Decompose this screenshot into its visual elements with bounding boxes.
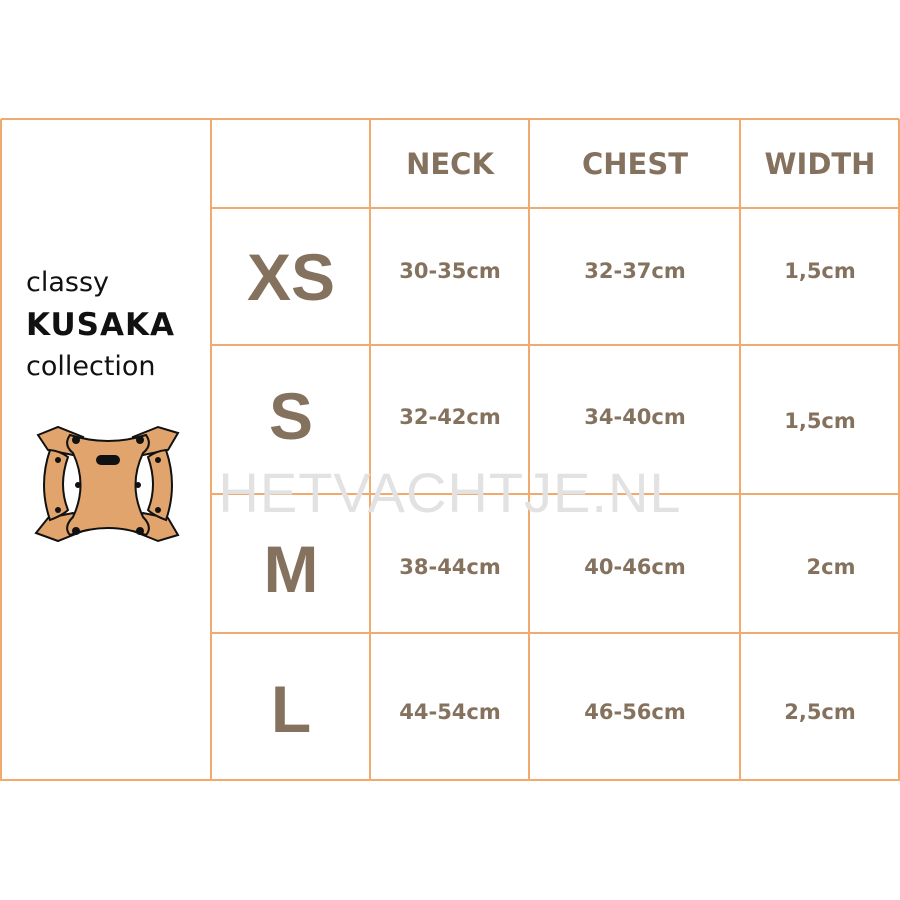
border: [211, 344, 899, 346]
size-s: S: [268, 379, 314, 453]
size-l: L: [270, 672, 312, 746]
border: [211, 207, 899, 209]
neck-value: 44-54cm: [399, 700, 501, 724]
size-m: M: [263, 532, 319, 606]
border: [211, 632, 899, 634]
header-neck: NECK: [406, 146, 494, 181]
width-value: 2cm: [806, 555, 856, 579]
chest-value: 46-56cm: [584, 700, 686, 724]
border: [369, 119, 371, 781]
chest-value: 40-46cm: [584, 555, 686, 579]
dog-harness-icon: [34, 425, 180, 543]
border: [739, 119, 741, 781]
border: [528, 119, 530, 781]
brand-line-classy: classy: [26, 267, 110, 298]
neck-value: 30-35cm: [399, 259, 501, 283]
border: [0, 119, 2, 781]
header-chest: CHEST: [581, 146, 689, 181]
width-value: 2,5cm: [784, 700, 856, 724]
brand-line-collection: collection: [26, 351, 156, 382]
size-xs: XS: [246, 240, 336, 314]
border: [210, 119, 212, 781]
border: [898, 119, 900, 781]
width-value: 1,5cm: [784, 409, 856, 433]
size-chart-table: NECK CHEST WIDTH XS 30-35cm 32-37cm 1,5c…: [0, 118, 900, 781]
chest-value: 34-40cm: [584, 405, 686, 429]
border: [211, 493, 899, 495]
border: [1, 118, 899, 120]
width-value: 1,5cm: [784, 259, 856, 283]
chest-value: 32-37cm: [584, 259, 686, 283]
neck-value: 32-42cm: [399, 405, 501, 429]
header-width: WIDTH: [764, 146, 876, 181]
brand-line-kusaka: KUSAKA: [26, 307, 175, 343]
brand-title: classy KUSAKA collection: [26, 262, 175, 388]
neck-value: 38-44cm: [399, 555, 501, 579]
border: [1, 779, 899, 781]
